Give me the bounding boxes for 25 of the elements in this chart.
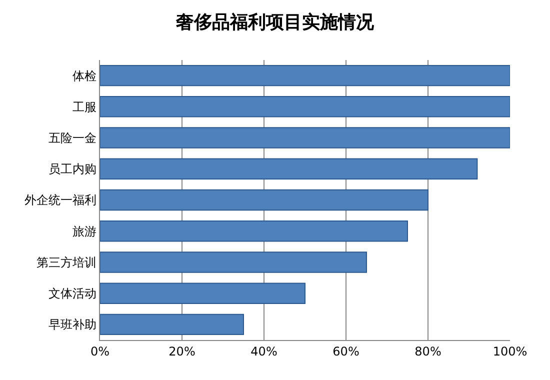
bar: [100, 158, 478, 180]
y-tick-label: 工服: [72, 100, 97, 114]
bar: [100, 252, 367, 273]
x-tick-label: 100%: [492, 344, 528, 358]
y-tick-label: 员工内购: [48, 162, 97, 176]
y-tick-label: 外企统一福利: [24, 193, 97, 208]
bar: [100, 189, 428, 211]
y-tick-label: 第三方培训: [36, 255, 97, 270]
y-tick-label: 早班补助: [48, 318, 97, 332]
bar: [100, 314, 244, 336]
x-tick-label: 80%: [414, 344, 442, 358]
y-tick-label: 文体活动: [48, 286, 97, 301]
bar: [100, 96, 510, 118]
x-tick-label: 60%: [332, 344, 360, 358]
y-tick-label: 体检: [72, 68, 97, 83]
x-tick-label: 40%: [250, 344, 278, 358]
bar: [100, 282, 306, 304]
y-tick-label: 旅游: [72, 224, 97, 238]
y-tick-label: 五险一金: [48, 130, 97, 145]
bar: [100, 220, 408, 242]
x-tick-label: 0%: [90, 344, 110, 358]
x-tick-label: 20%: [168, 344, 196, 358]
bar: [100, 127, 510, 148]
bar: [100, 64, 510, 86]
chart-title: 奢侈品福利项目实施情况: [175, 12, 375, 33]
